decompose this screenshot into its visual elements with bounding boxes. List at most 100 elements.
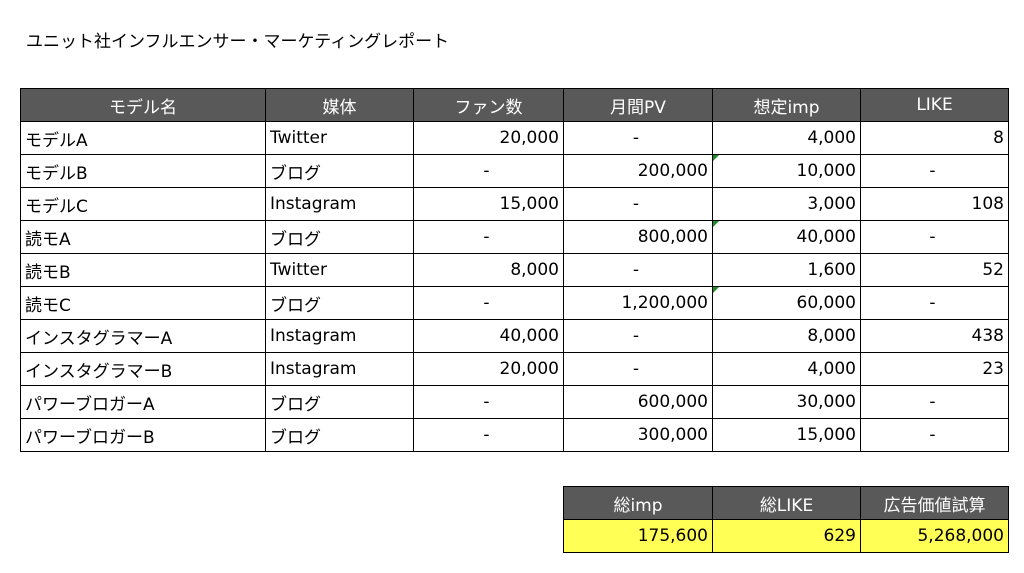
table-cell[interactable]: パワーブロガーB (20, 418, 266, 452)
summary-value[interactable]: 175,600 (563, 519, 713, 553)
table-cell[interactable]: Instagram (265, 319, 414, 353)
table-cell[interactable]: - (413, 220, 564, 254)
column-header[interactable]: ファン数 (413, 88, 564, 122)
table-cell[interactable]: 600,000 (563, 385, 713, 419)
table-cell[interactable]: 300,000 (563, 418, 713, 452)
table-cell[interactable]: - (860, 418, 1009, 452)
table-cell[interactable]: 読モB (20, 253, 266, 287)
table-cell[interactable]: 30,000 (712, 385, 861, 419)
cell-value: 40,000 (499, 326, 559, 346)
table-cell[interactable]: 800,000 (563, 220, 713, 254)
table-cell[interactable]: ブログ (265, 220, 414, 254)
table-cell[interactable]: - (563, 121, 713, 155)
table-cell[interactable]: - (563, 253, 713, 287)
table-cell[interactable]: 40,000 (712, 220, 861, 254)
summary-header[interactable]: 広告価値試算 (860, 486, 1009, 520)
table-cell[interactable]: 15,000 (712, 418, 861, 452)
table-cell[interactable]: インスタグラマーA (20, 319, 266, 353)
column-header[interactable]: 月間PV (563, 88, 713, 122)
summary-header[interactable]: 総LIKE (712, 486, 861, 520)
cell-value: 10,000 (796, 161, 856, 181)
cell-value: - (632, 260, 640, 280)
cell-value: 1,600 (807, 260, 856, 280)
column-header[interactable]: モデル名 (20, 88, 266, 122)
table-cell[interactable]: Instagram (265, 187, 414, 221)
table-cell[interactable]: 10,000 (712, 154, 861, 188)
table-cell[interactable]: 8,000 (413, 253, 564, 287)
table-cell[interactable]: - (413, 418, 564, 452)
table-cell[interactable]: 40,000 (413, 319, 564, 353)
table-cell[interactable]: ブログ (265, 418, 414, 452)
cell-value: 600,000 (637, 392, 708, 412)
cell-value: - (483, 161, 490, 181)
table-cell[interactable]: 4,000 (712, 121, 861, 155)
table-cell[interactable]: 20,000 (413, 352, 564, 386)
table-cell[interactable]: - (563, 352, 713, 386)
summary-header[interactable]: 総imp (563, 486, 713, 520)
cell-value: 4,000 (807, 128, 856, 148)
table-cell[interactable]: 読モC (20, 286, 266, 320)
table-cell[interactable]: 20,000 (413, 121, 564, 155)
column-header[interactable]: 媒体 (265, 88, 414, 122)
table-cell[interactable]: パワーブロガーA (20, 385, 266, 419)
table-cell[interactable]: 200,000 (563, 154, 713, 188)
cell-value: ブログ (270, 295, 321, 316)
table-cell[interactable]: - (413, 154, 564, 188)
table-cell[interactable]: 4,000 (712, 352, 861, 386)
column-header[interactable]: LIKE (860, 88, 1009, 122)
table-cell[interactable]: - (563, 187, 713, 221)
table-cell[interactable]: 1,600 (712, 253, 861, 287)
table-cell[interactable]: モデルA (20, 121, 266, 155)
table-cell[interactable]: Instagram (265, 352, 414, 386)
table-cell[interactable]: - (860, 154, 1009, 188)
table-cell[interactable]: - (413, 385, 564, 419)
cell-value: 4,000 (807, 359, 856, 379)
table-cell[interactable]: 3,000 (712, 187, 861, 221)
table-cell[interactable]: - (860, 286, 1009, 320)
cell-value: モデルC (25, 196, 88, 217)
table-cell[interactable]: インスタグラマーB (20, 352, 266, 386)
table-cell[interactable]: - (860, 385, 1009, 419)
summary-value[interactable]: 5,268,000 (860, 519, 1009, 553)
column-header[interactable]: 想定imp (712, 88, 861, 122)
table-cell[interactable]: 8 (860, 121, 1009, 155)
table-cell[interactable]: Twitter (265, 253, 414, 287)
table-cell[interactable]: 438 (860, 319, 1009, 353)
cell-value: Twitter (270, 128, 327, 148)
table-cell[interactable]: 1,200,000 (563, 286, 713, 320)
cell-value: 200,000 (637, 161, 708, 181)
table-cell[interactable]: モデルB (20, 154, 266, 188)
cell-value: - (632, 326, 640, 346)
summary-values-row: 175,600 629 5,268,000 (563, 519, 1009, 553)
cell-value: - (929, 425, 936, 445)
cell-value: - (929, 293, 936, 313)
table-row: モデルA Twitter 20,000 - 4,000 8 (20, 121, 1009, 155)
table-cell[interactable]: 8,000 (712, 319, 861, 353)
table-cell[interactable]: 23 (860, 352, 1009, 386)
cell-value: - (632, 359, 640, 379)
cell-value: Instagram (270, 326, 357, 346)
table-cell[interactable]: モデルC (20, 187, 266, 221)
cell-value: モデルB (25, 163, 88, 184)
cell-value: - (483, 227, 490, 247)
table-cell[interactable]: ブログ (265, 286, 414, 320)
table-cell[interactable]: 52 (860, 253, 1009, 287)
summary-value[interactable]: 629 (712, 519, 861, 553)
table-cell[interactable]: 60,000 (712, 286, 861, 320)
cell-value: Instagram (270, 359, 357, 379)
cell-value: 23 (982, 359, 1004, 379)
table-cell[interactable]: 15,000 (413, 187, 564, 221)
table-cell[interactable]: ブログ (265, 154, 414, 188)
cell-value: 読モC (25, 295, 71, 316)
cell-value: 8,000 (510, 260, 559, 280)
table-row: 読モA ブログ - 800,000 40,000 - (20, 220, 1009, 254)
error-indicator-icon (713, 221, 719, 227)
table-cell[interactable]: - (413, 286, 564, 320)
cell-value: モデルA (25, 130, 88, 151)
table-cell[interactable]: Twitter (265, 121, 414, 155)
table-cell[interactable]: - (563, 319, 713, 353)
table-cell[interactable]: - (860, 220, 1009, 254)
table-cell[interactable]: ブログ (265, 385, 414, 419)
table-cell[interactable]: 108 (860, 187, 1009, 221)
table-cell[interactable]: 読モA (20, 220, 266, 254)
